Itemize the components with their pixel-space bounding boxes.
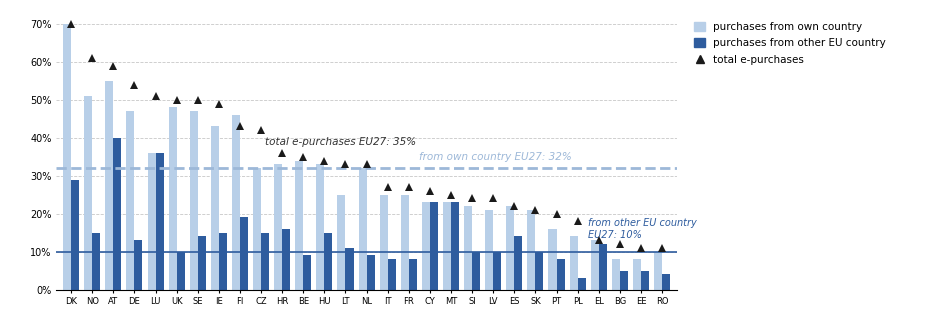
Bar — [577, 278, 586, 290]
Bar — [451, 202, 459, 290]
Bar — [134, 240, 143, 290]
Bar — [464, 206, 472, 290]
Bar — [485, 210, 494, 290]
Bar — [422, 202, 430, 290]
Text: from own country EU27: 32%: from own country EU27: 32% — [419, 152, 572, 163]
Bar — [85, 96, 92, 290]
Bar — [190, 111, 197, 290]
Bar — [472, 252, 480, 290]
Bar — [570, 237, 577, 290]
Bar — [197, 237, 206, 290]
Text: EU27: 10%: EU27: 10% — [588, 230, 642, 240]
Bar — [590, 240, 599, 290]
Bar — [494, 252, 501, 290]
Bar — [63, 24, 71, 290]
Bar — [387, 259, 396, 290]
Bar — [282, 229, 290, 290]
Bar — [324, 233, 333, 290]
Bar — [71, 180, 79, 290]
Bar — [114, 138, 121, 290]
Bar — [556, 259, 565, 290]
Bar — [358, 168, 367, 290]
Bar — [295, 161, 304, 290]
Bar — [177, 252, 184, 290]
Bar — [619, 270, 628, 290]
Bar — [219, 233, 227, 290]
Bar — [409, 259, 416, 290]
Bar — [654, 252, 662, 290]
Bar — [274, 164, 282, 290]
Bar — [148, 153, 156, 290]
Bar — [367, 255, 375, 290]
Bar — [633, 259, 641, 290]
Bar — [317, 164, 324, 290]
Bar — [168, 108, 177, 290]
Text: from other EU country: from other EU country — [588, 218, 697, 228]
Bar — [156, 153, 164, 290]
Bar — [641, 270, 649, 290]
Bar — [662, 274, 670, 290]
Bar — [105, 81, 114, 290]
Bar — [92, 233, 101, 290]
Bar — [514, 237, 523, 290]
Legend: purchases from own country, purchases from other EU country, total e-purchases: purchases from own country, purchases fr… — [695, 22, 885, 65]
Bar — [240, 217, 248, 290]
Bar — [380, 195, 387, 290]
Bar — [527, 210, 536, 290]
Text: total e-purchases EU27: 35%: total e-purchases EU27: 35% — [265, 137, 416, 147]
Bar — [211, 126, 219, 290]
Bar — [261, 233, 269, 290]
Bar — [430, 202, 438, 290]
Bar — [400, 195, 409, 290]
Bar — [127, 111, 134, 290]
Bar — [599, 244, 606, 290]
Bar — [346, 248, 353, 290]
Bar — [443, 202, 451, 290]
Bar — [536, 252, 543, 290]
Bar — [253, 168, 261, 290]
Bar — [549, 229, 556, 290]
Bar — [337, 195, 346, 290]
Bar — [507, 206, 514, 290]
Bar — [304, 255, 311, 290]
Bar — [232, 115, 240, 290]
Bar — [612, 259, 619, 290]
